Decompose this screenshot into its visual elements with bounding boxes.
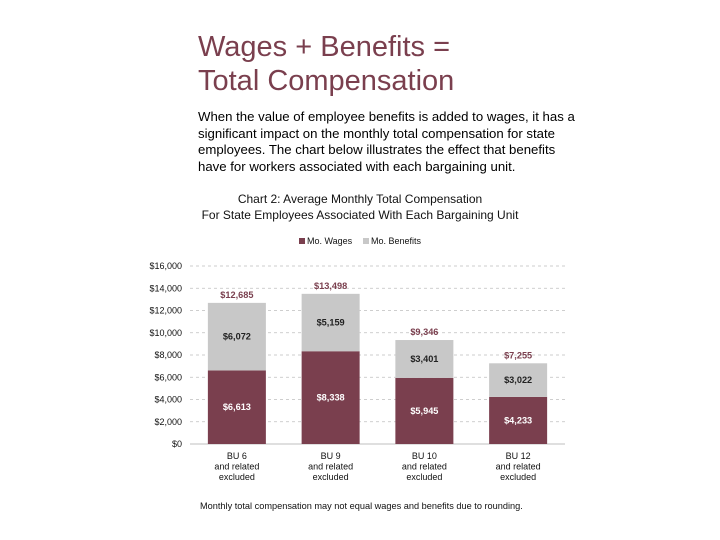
x-category-label: BU 12 <box>506 451 531 461</box>
benefits-value-label: $3,401 <box>410 354 438 364</box>
x-category-label: excluded <box>219 472 255 482</box>
legend-swatch-benefits <box>363 238 369 244</box>
bar-benefits <box>395 340 454 378</box>
title-line-1: Wages + Benefits = <box>198 31 451 63</box>
x-category-label: excluded <box>406 472 442 482</box>
footnote: Monthly total compensation may not equal… <box>200 501 523 511</box>
y-tick-label: $12,000 <box>149 306 182 316</box>
x-category-label: and related <box>308 462 353 472</box>
bar-benefits <box>301 293 360 352</box>
benefits-value-label: $3,022 <box>504 375 532 385</box>
total-value-label: $7,255 <box>504 350 532 360</box>
legend-swatch-wages <box>299 238 305 244</box>
wages-value-label: $5,945 <box>410 406 438 416</box>
chart-title-line-1: Chart 2: Average Monthly Total Compensat… <box>237 192 483 206</box>
bar-wages <box>207 370 266 444</box>
legend-label: Mo. Wages <box>307 236 353 246</box>
x-category-label: excluded <box>313 472 349 482</box>
x-category-label: excluded <box>500 472 536 482</box>
bar-wages <box>489 396 548 444</box>
y-tick-label: $16,000 <box>149 261 182 271</box>
title-line-2: Total Compensation <box>198 65 455 97</box>
total-value-label: $12,685 <box>220 290 253 300</box>
page-title: Wages + Benefits = Total Compensation <box>198 30 678 98</box>
bar-benefits <box>207 302 266 371</box>
y-tick-label: $0 <box>172 439 182 449</box>
bar-wages <box>301 351 360 444</box>
y-tick-label: $10,000 <box>149 328 182 338</box>
chart-title: Chart 2: Average Monthly Total Compensat… <box>190 191 530 223</box>
x-category-label: BU 6 <box>227 451 247 461</box>
total-value-label: $9,346 <box>410 327 438 337</box>
total-value-label: $13,498 <box>314 281 347 291</box>
legend-label: Mo. Benefits <box>371 236 422 246</box>
bar-benefits <box>489 363 548 397</box>
x-category-label: and related <box>402 462 447 472</box>
wages-value-label: $4,233 <box>504 415 532 425</box>
x-category-label: BU 9 <box>321 451 341 461</box>
benefits-value-label: $5,159 <box>317 318 345 328</box>
y-tick-label: $6,000 <box>154 372 182 382</box>
y-tick-label: $4,000 <box>154 395 182 405</box>
x-category-label: and related <box>214 462 259 472</box>
y-tick-label: $8,000 <box>154 350 182 360</box>
bar-wages <box>395 377 454 444</box>
x-category-label: BU 10 <box>412 451 437 461</box>
benefits-value-label: $6,072 <box>223 332 251 342</box>
chart-title-line-2: For State Employees Associated With Each… <box>201 208 519 222</box>
x-category-label: and related <box>496 462 541 472</box>
wages-value-label: $6,613 <box>223 402 251 412</box>
y-tick-label: $2,000 <box>154 417 182 427</box>
wages-value-label: $8,338 <box>317 393 345 403</box>
y-tick-label: $14,000 <box>149 283 182 293</box>
intro-paragraph: When the value of employee benefits is a… <box>198 109 575 174</box>
